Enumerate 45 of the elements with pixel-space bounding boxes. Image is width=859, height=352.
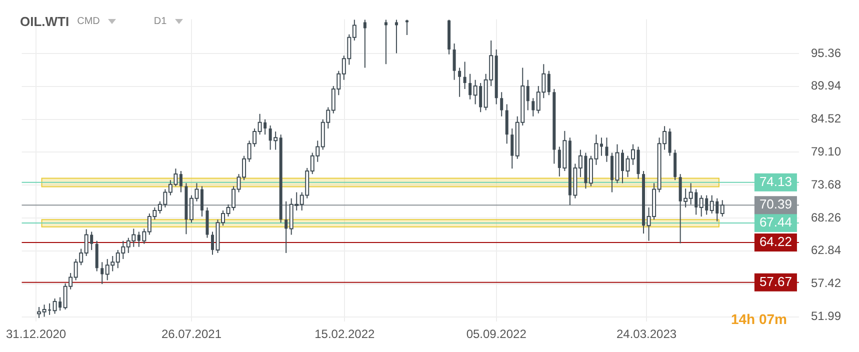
candlestick: [458, 67, 462, 98]
y-tick-label: 57.42: [810, 276, 842, 290]
ref-line-label: 70.39: [759, 196, 792, 212]
candlestick: [468, 73, 472, 100]
y-tick-label: 95.36: [810, 46, 842, 60]
y-tick-label: 73.68: [810, 177, 842, 192]
candlestick: [100, 262, 104, 284]
candlestick: [547, 70, 550, 96]
candlestick: [200, 186, 204, 218]
candlestick: [284, 200, 288, 254]
candlestick: [605, 137, 608, 162]
candlestick: [532, 98, 535, 117]
candlestick: [720, 200, 724, 218]
ref-line-label: 67.44: [759, 214, 792, 230]
candlestick: [384, 19, 388, 65]
annotation: 14h 07m: [730, 311, 787, 327]
candlestick: [600, 137, 603, 156]
x-tick-label: 15.02.2022: [314, 327, 376, 342]
candlestick: [394, 19, 398, 54]
ref-line-label: 64.22: [759, 234, 792, 250]
y-tick-label: 79.10: [810, 144, 842, 158]
candlestick: [210, 231, 214, 256]
ref-line-label: 57.67: [759, 274, 792, 289]
candlestick: [363, 19, 366, 68]
x-tick-label: 31.12.2020: [6, 327, 66, 342]
y-tick-label: 68.26: [810, 210, 842, 224]
candlestick: [452, 42, 456, 80]
y-tick-label: 62.84: [810, 243, 842, 258]
candlestick: [526, 79, 530, 111]
y-tick-label: 84.52: [810, 112, 842, 126]
candlestick: [500, 92, 504, 117]
annotation: D1: [154, 16, 167, 27]
ref-line-label: 74.13: [759, 174, 792, 189]
x-tick-label: 05.09.2022: [466, 327, 527, 342]
candlestick: [510, 128, 514, 170]
y-tick-label: 89.94: [810, 78, 842, 93]
chart-title: OIL.WTI: [20, 14, 70, 29]
candlestick: [621, 149, 624, 184]
annotation: CMD: [77, 16, 100, 27]
x-tick-label: 24.03.2023: [616, 327, 677, 342]
y-tick-label: 51.99: [810, 309, 842, 324]
candlestick: [668, 128, 672, 156]
candlestick: [179, 170, 182, 193]
candlestick: [463, 61, 466, 90]
x-tick-label: 26.07.2021: [161, 327, 222, 342]
